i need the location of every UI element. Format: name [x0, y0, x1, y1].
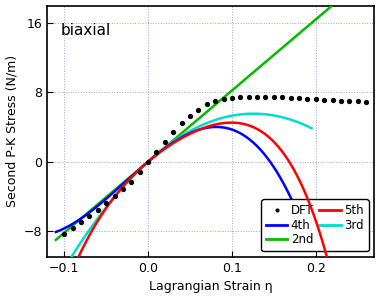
Y-axis label: Second P-K Stress (N/m): Second P-K Stress (N/m) — [6, 55, 19, 207]
Text: biaxial: biaxial — [60, 23, 111, 38]
X-axis label: Lagrangian Strain η: Lagrangian Strain η — [149, 280, 273, 293]
Legend: DFT, 4th, 2nd, 5th, 3rd: DFT, 4th, 2nd, 5th, 3rd — [261, 199, 369, 251]
